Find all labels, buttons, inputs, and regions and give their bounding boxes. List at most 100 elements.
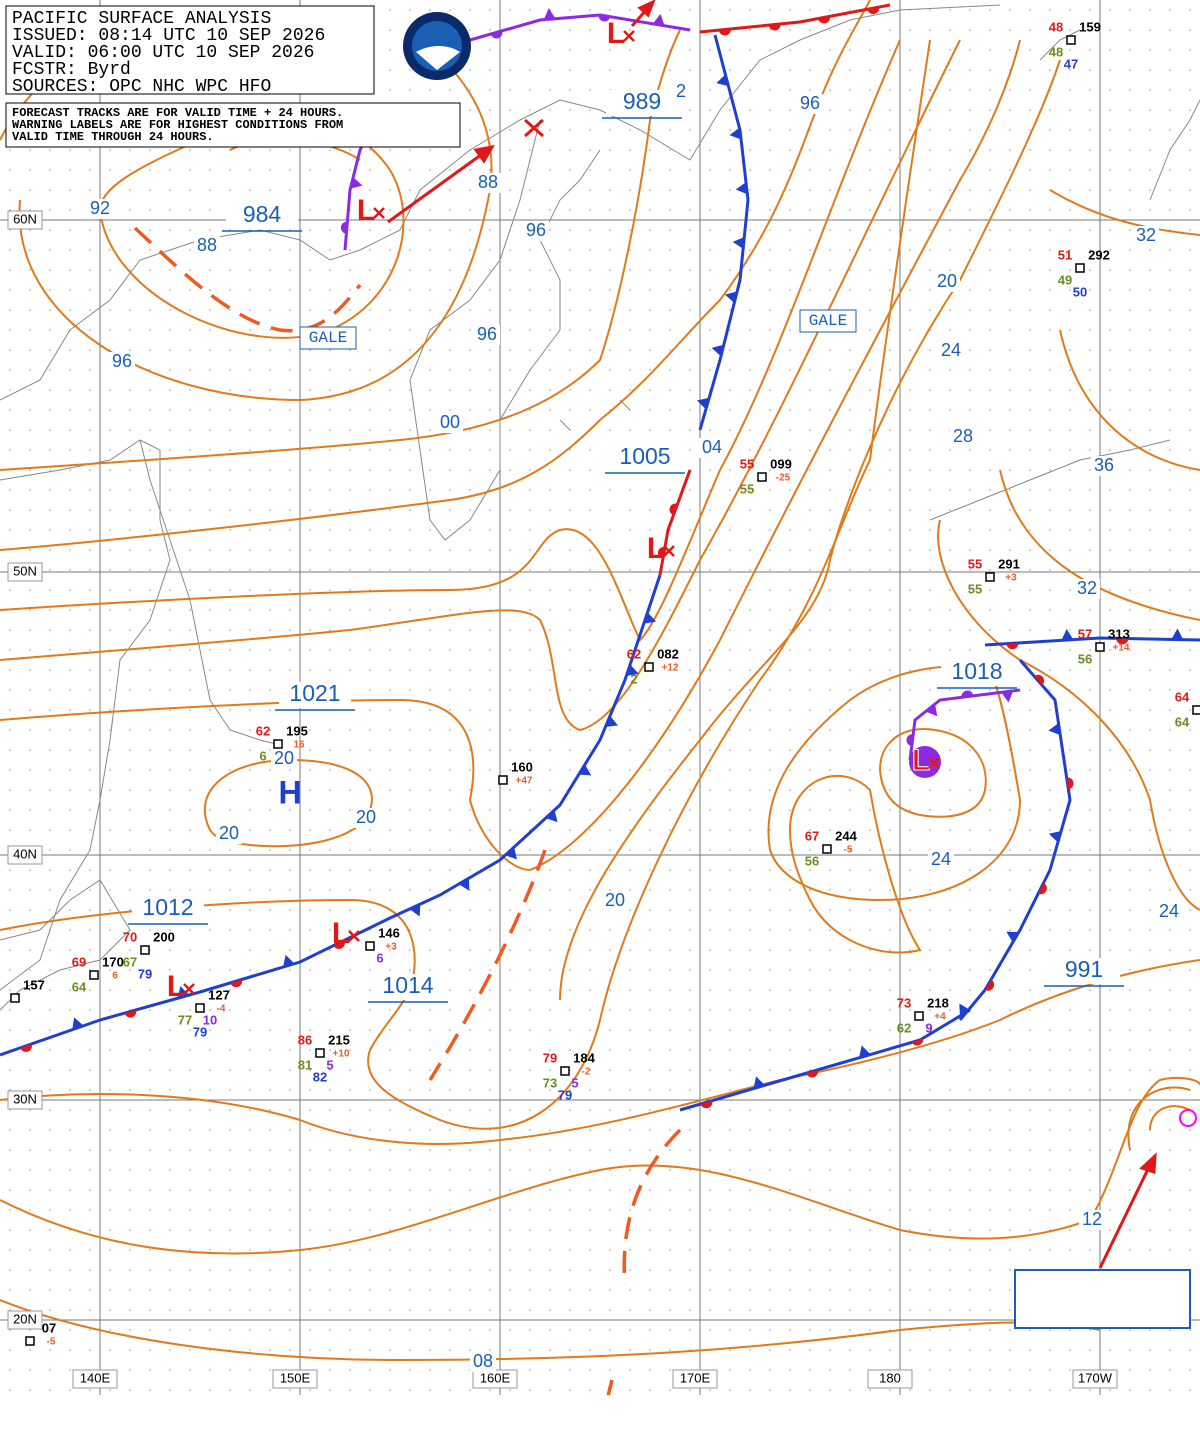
warm-front-pip: [806, 1069, 818, 1078]
isobar-label-bg: [1133, 226, 1159, 246]
isobar-label-bg: [87, 199, 113, 219]
isobar-label: 12: [1082, 1209, 1102, 1229]
low-center-x: [348, 930, 360, 942]
central-pressure: 1018: [951, 658, 1002, 684]
isobar-label-bg: [602, 891, 628, 911]
station-value: 49: [1058, 272, 1072, 287]
station-value: 5: [326, 1057, 333, 1072]
cold-front-pip: [725, 291, 738, 304]
station-value: 69: [72, 954, 86, 969]
station-value: 64: [72, 979, 87, 994]
low-symbol: L: [357, 194, 375, 227]
front-line: [0, 916, 391, 1057]
cold-front-pip: [729, 127, 742, 140]
warm-front-pip: [718, 28, 731, 36]
isobar-label-bg: [797, 94, 823, 114]
isobar-label: 28: [953, 426, 973, 446]
lon-label: 150E: [280, 1370, 311, 1385]
station-value: 082: [657, 646, 679, 661]
station-value: +47: [516, 776, 533, 787]
lat-label: 40N: [13, 846, 37, 861]
station-value: 10: [203, 1012, 217, 1027]
warm-front-pip: [1116, 638, 1129, 645]
note-line: FORECAST TRACKS ARE FOR VALID TIME + 24 …: [12, 106, 343, 120]
isobar-label: 96: [112, 351, 132, 371]
station-value: 200: [153, 929, 175, 944]
low-center-x: [663, 545, 675, 557]
lat-label-box: [7, 1310, 43, 1330]
station-symbol: [1066, 35, 1076, 45]
station-value: 82: [313, 1069, 327, 1084]
high-symbol: H: [278, 774, 301, 810]
warm-front-pip: [911, 1038, 924, 1046]
station-value: 67: [805, 828, 819, 843]
station-value: 292: [1088, 247, 1110, 262]
dot-grid: [0, 0, 1200, 1395]
station-symbol: [195, 1003, 205, 1013]
lat-label-box: [7, 845, 43, 865]
station-value: 79: [543, 1050, 557, 1065]
isobar-label-bg: [1079, 1210, 1105, 1230]
isobar-label: 20: [356, 807, 376, 827]
station-value: 73: [543, 1075, 557, 1090]
station-value: 62: [897, 1020, 911, 1035]
warm-front-pip: [1034, 674, 1045, 686]
warm-front-pip: [490, 30, 503, 39]
isobar-label-bg: [437, 413, 463, 433]
station-value: 184: [573, 1050, 595, 1065]
lat-label-box: [7, 562, 43, 582]
storm-box: [1014, 1269, 1191, 1329]
lat-label: 30N: [13, 1091, 37, 1106]
station-value: 50: [1073, 284, 1087, 299]
station-symbol: [985, 572, 995, 582]
station-value: 218: [927, 995, 949, 1010]
isobar-label: 88: [478, 172, 498, 192]
station-value: 127: [208, 987, 230, 1002]
center-label-bg: [372, 974, 444, 1000]
low-bg: [909, 746, 941, 778]
isobar-label: 20: [605, 890, 625, 910]
warm-front-pip: [768, 23, 781, 31]
isobar-label-bg: [216, 824, 242, 844]
isobar-label-bg: [470, 1352, 496, 1372]
station-value: +12: [662, 663, 679, 674]
central-pressure: 1005: [619, 443, 670, 469]
low-symbol: L: [607, 17, 625, 50]
station-value: +3: [385, 942, 397, 953]
station-value: 77: [178, 1012, 192, 1027]
cold-front-pip: [1171, 628, 1184, 640]
isobar-label: 00: [440, 412, 460, 432]
isobar-label: 08: [473, 1351, 493, 1371]
central-pressure: 1021: [289, 680, 340, 706]
cold-front-pip: [578, 764, 592, 776]
station-value: 48: [1049, 44, 1063, 59]
station-value: 79: [193, 1024, 207, 1039]
station-symbol: [1192, 705, 1200, 715]
warm-front-pip: [906, 734, 914, 747]
low-symbol: L: [332, 917, 350, 950]
station-value: +3: [1005, 573, 1017, 584]
station-symbol: [365, 941, 375, 951]
station-symbol: [10, 993, 20, 1003]
cold-front-pip: [1001, 690, 1014, 703]
note-box: [5, 102, 461, 148]
isobar-label: 92: [90, 198, 110, 218]
warm-front-pip: [657, 546, 665, 559]
track-arrows: [387, 0, 1157, 1269]
station-value: 291: [998, 556, 1020, 571]
tropical-symbol: [1179, 1109, 1197, 1127]
isobar-label: 96: [526, 220, 546, 240]
station-symbol: [140, 945, 150, 955]
front-line: [958, 659, 1072, 1021]
station-value: 62: [256, 723, 270, 738]
cold-front-pip: [735, 182, 748, 195]
warm-front-pip: [700, 1100, 713, 1109]
cold-front-pip: [545, 809, 558, 823]
station-value: 48: [1049, 19, 1063, 34]
lon-label-box: [72, 1369, 118, 1389]
isobar-label-bg: [934, 272, 960, 292]
lon-label: 160E: [480, 1370, 511, 1385]
station-symbol: [757, 472, 767, 482]
isobars: [0, 0, 1200, 1362]
cold-front-pip: [177, 986, 190, 999]
